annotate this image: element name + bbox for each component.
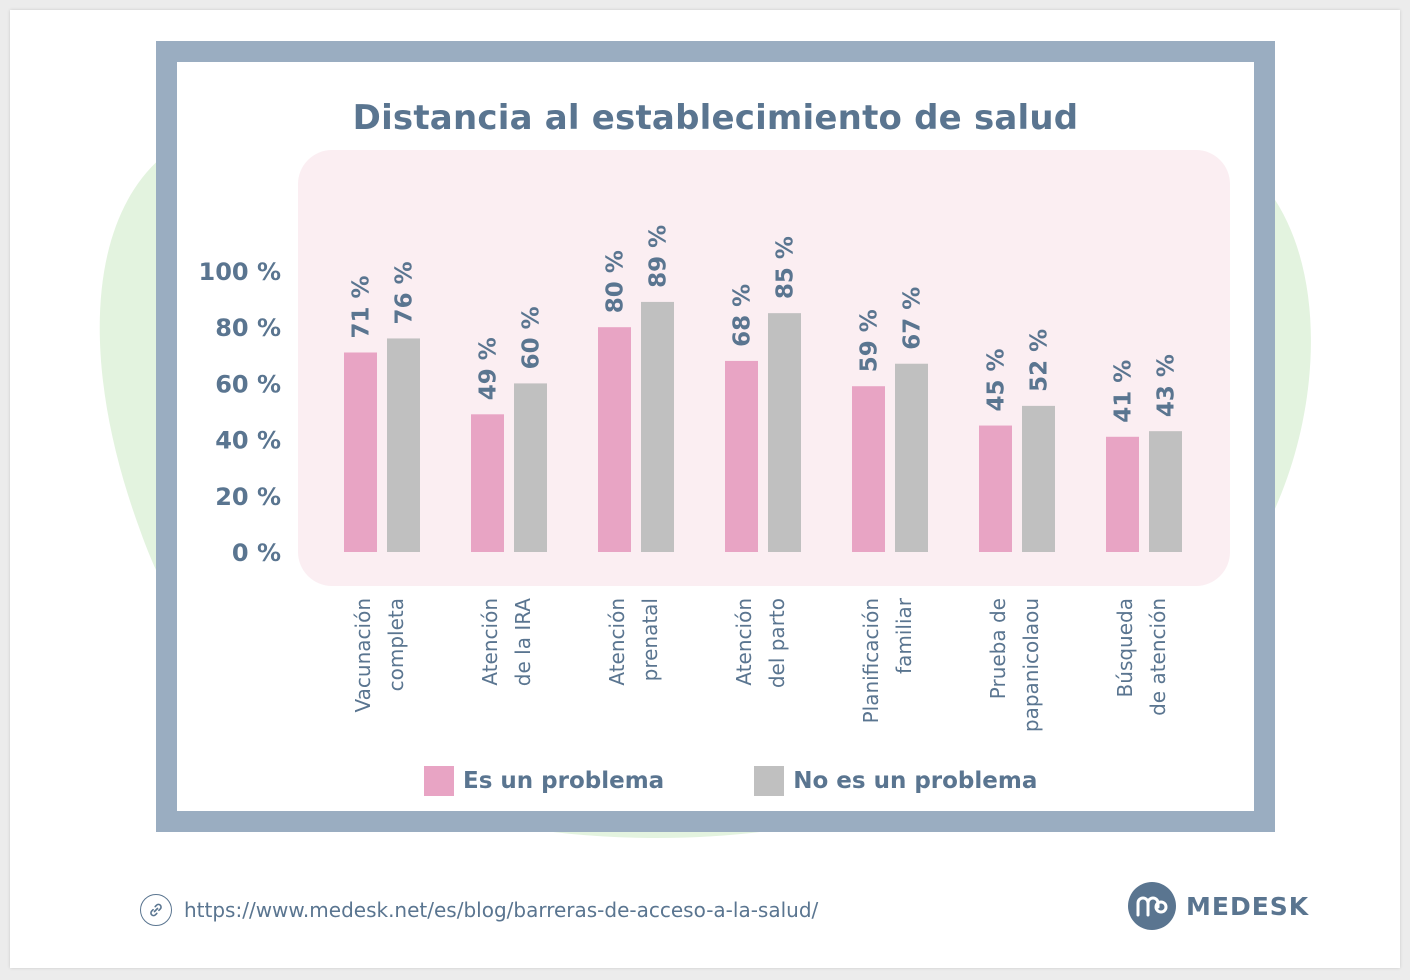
category-label: de la IRA (511, 598, 535, 687)
bar-no-problem (387, 338, 420, 552)
brand-logo: MEDESK (1128, 882, 1309, 930)
data-label: 60 % (519, 306, 545, 369)
category-label: prenatal (638, 598, 662, 681)
y-tick-label: 60 % (215, 370, 281, 398)
legend-item-no-es-un-problema: No es un problema (754, 766, 1037, 796)
data-label: 45 % (984, 348, 1010, 411)
category-label: Atención (605, 598, 629, 686)
bar-no-problem (514, 383, 547, 552)
bar-problem (598, 327, 631, 552)
bar-no-problem (1022, 405, 1055, 552)
bar-no-problem (768, 313, 801, 552)
source-url[interactable]: https://www.medesk.net/es/blog/barreras-… (184, 898, 819, 922)
y-tick-label: 0 % (232, 539, 281, 567)
data-label: 67 % (900, 287, 926, 350)
y-tick-label: 80 % (215, 314, 281, 342)
data-label: 68 % (730, 284, 756, 347)
link-icon (140, 894, 172, 926)
source-link[interactable]: https://www.medesk.net/es/blog/barreras-… (140, 894, 818, 926)
category-label: Atención (732, 598, 756, 686)
category-label: papanicolaou (1019, 598, 1043, 732)
bar-problem (725, 360, 758, 552)
data-label: 85 % (773, 236, 799, 299)
bar-problem (471, 414, 504, 552)
bar-no-problem (1149, 431, 1182, 552)
bar-problem (1106, 436, 1139, 552)
legend-swatch-no-es-un-problema (754, 766, 785, 796)
legend-swatch-es-un-problema (424, 766, 454, 796)
plot-area (298, 150, 1230, 586)
data-label: 76 % (392, 261, 418, 324)
y-tick-label: 100 % (199, 258, 282, 286)
category-label: Planificación (859, 598, 883, 723)
bar-no-problem (641, 301, 674, 552)
medesk-logo-icon (1128, 882, 1176, 930)
data-label: 41 % (1111, 360, 1137, 423)
legend-label: No es un problema (793, 768, 1038, 794)
category-label: Vacunación (351, 598, 375, 712)
data-label: 49 % (476, 337, 502, 400)
legend-label: Es un problema (463, 768, 665, 794)
data-label: 80 % (603, 250, 629, 313)
category-label: completa (384, 598, 408, 691)
card: Distancia al establecimiento de salud 0 … (10, 10, 1400, 968)
data-label: 59 % (857, 309, 883, 372)
data-label: 71 % (349, 275, 375, 338)
category-label: familiar (892, 597, 916, 674)
data-label: 89 % (646, 225, 672, 288)
category-label: Búsqueda (1113, 598, 1137, 697)
brand-name: MEDESK (1186, 891, 1310, 921)
legend: Es un problema No es un problema (424, 765, 1127, 797)
y-tick-label: 40 % (215, 427, 281, 455)
bar-problem (852, 386, 885, 552)
bar-problem (344, 352, 377, 552)
data-label: 43 % (1154, 354, 1180, 417)
chart-title: Distancia al establecimiento de salud (352, 98, 1079, 138)
category-label: del parto (765, 598, 789, 688)
category-label: Atención (478, 598, 502, 686)
bar-chart: 0 % 20 % 40 % 60 % 80 % 100 % 71 % 76 % Vacunaci… (199, 150, 1230, 732)
data-label: 52 % (1027, 329, 1053, 392)
chart-panel: Distancia al establecimiento de salud 0 … (177, 62, 1254, 811)
category-label: Prueba de (986, 598, 1010, 699)
legend-item-es-un-problema: Es un problema (424, 766, 664, 796)
chart-frame: Distancia al establecimiento de salud 0 … (156, 41, 1275, 832)
category-label: de atención (1146, 598, 1170, 716)
y-tick-label: 20 % (215, 483, 281, 511)
bar-problem (979, 425, 1012, 552)
bar-no-problem (895, 363, 928, 552)
